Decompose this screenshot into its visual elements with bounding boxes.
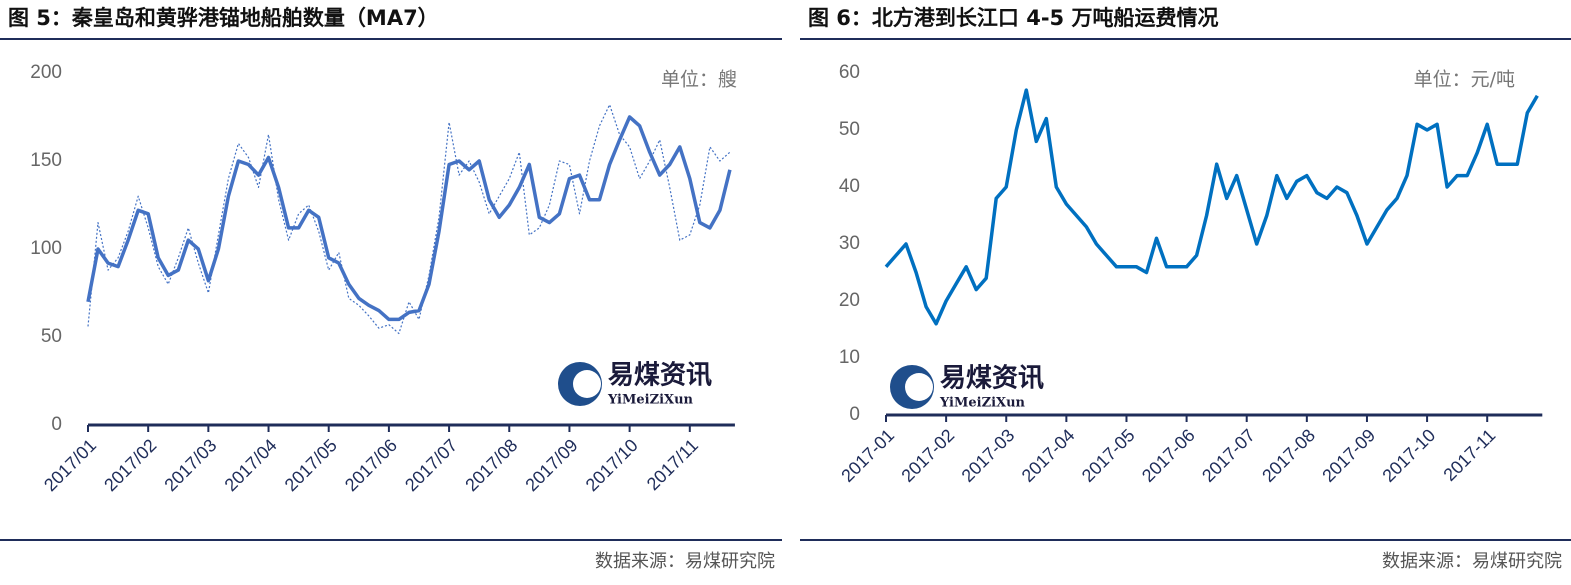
y-tick-label: 20 [839,290,860,311]
watermark: 易煤资讯 [940,364,1044,394]
x-tick-label: 2017-10 [1378,425,1439,486]
y-tick-label: 40 [839,176,860,197]
logo-icon [573,370,601,398]
x-tick-label: 2017/05 [281,435,341,495]
y-tick-label: 150 [30,150,62,171]
chart-title: 图 6：北方港到长江口 4-5 万吨船运费情况 [808,6,1218,30]
watermark-sub: YiMeiZiXun [607,393,694,408]
logo-icon [905,373,933,401]
y-tick-label: 0 [51,414,62,435]
y-tick-label: 30 [839,233,860,254]
x-tick-label: 2017/10 [582,435,642,495]
y-tick-label: 0 [849,404,860,425]
x-tick-label: 2017-04 [1018,425,1079,486]
x-tick-label: 2017/08 [461,435,521,495]
unit-label: 单位：艘 [661,69,737,91]
x-tick-label: 2017-08 [1258,425,1319,486]
watermark-sub: YiMeiZiXun [939,396,1026,411]
y-tick-label: 100 [30,238,62,259]
x-tick-label: 2017-05 [1078,425,1139,486]
y-tick-label: 50 [839,119,860,140]
x-tick-label: 2017-02 [897,425,958,486]
x-tick-label: 2017-06 [1138,425,1199,486]
x-tick-label: 2017/07 [401,435,461,495]
series-line [884,88,1539,326]
source: 数据来源：易煤研究院 [595,551,775,572]
source: 数据来源：易煤研究院 [1382,551,1562,572]
x-tick-label: 2017-11 [1439,425,1499,485]
watermark: 易煤资讯 [608,361,712,391]
x-tick-label: 2017-01 [837,425,898,486]
series-line [87,104,731,335]
x-tick-label: 2017-03 [958,425,1019,486]
x-tick-label: 2017/01 [40,435,100,495]
y-tick-label: 200 [30,62,62,83]
unit-label: 单位：元/吨 [1414,69,1515,91]
x-tick-label: 2017/09 [521,435,581,495]
y-tick-label: 60 [839,62,860,83]
x-tick-label: 2017/04 [221,435,281,495]
x-tick-label: 2017-09 [1318,425,1379,486]
y-tick-label: 10 [839,347,860,368]
x-tick-label: 2017-07 [1198,425,1259,486]
series-line [86,115,732,322]
y-tick-label: 50 [41,326,62,347]
chart-title: 图 5：秦皇岛和黄骅港锚地船舶数量（MA7） [8,6,439,30]
x-tick-label: 2017/02 [100,435,160,495]
x-tick-label: 2017/06 [341,435,401,495]
x-tick-label: 2017/03 [160,435,220,495]
x-tick-label: 2017/11 [643,435,702,494]
